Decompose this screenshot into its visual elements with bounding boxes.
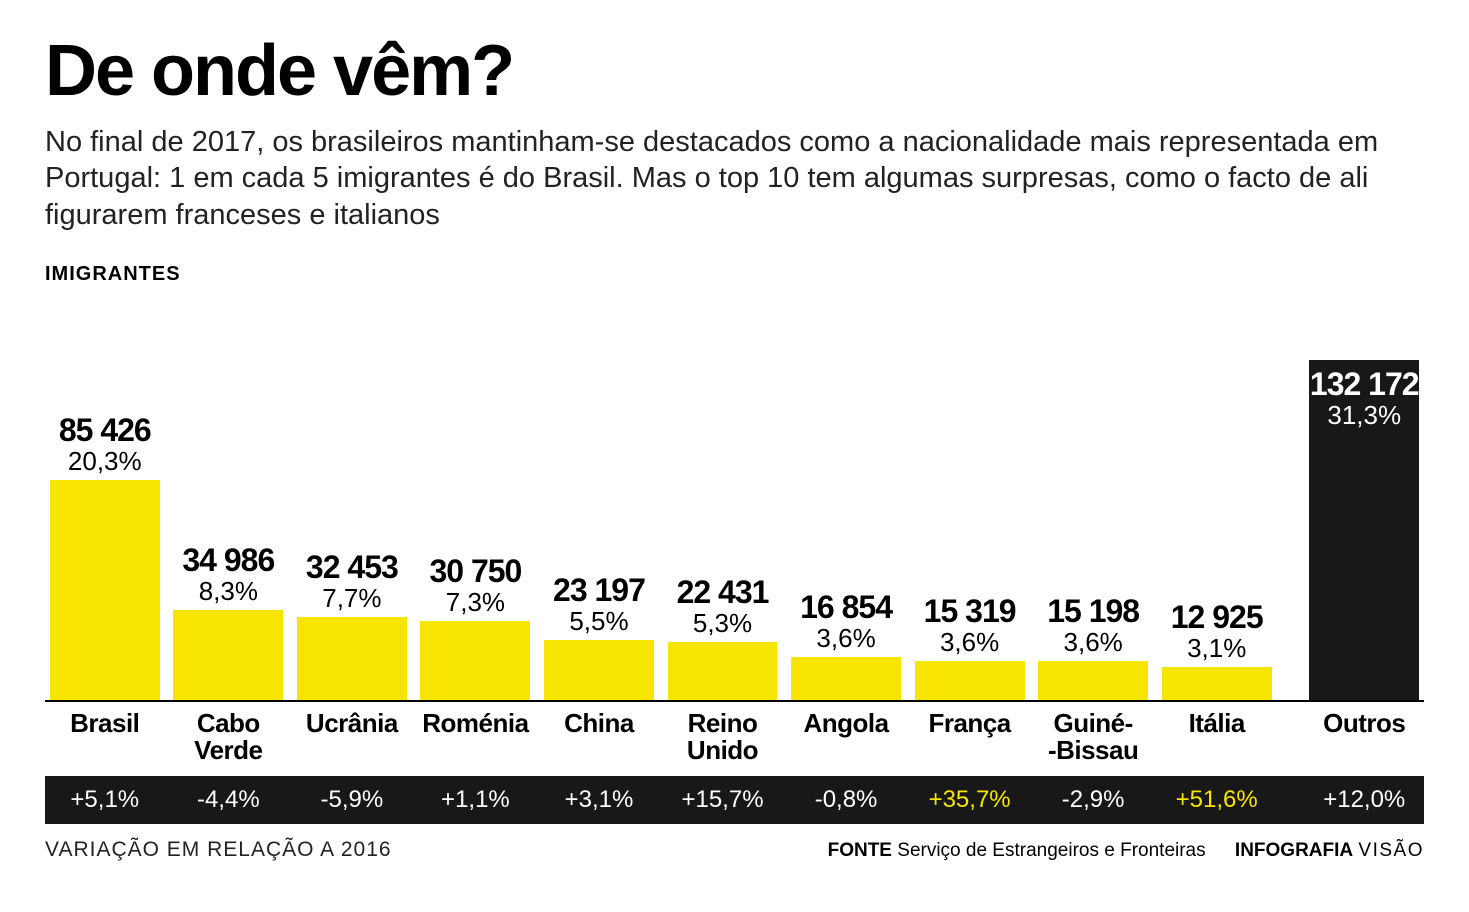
- bar-percent: 3,6%: [940, 629, 999, 655]
- bar-value: 132 172: [1310, 368, 1419, 400]
- variation-value: -2,9%: [1033, 786, 1153, 814]
- variation-value: +12,0%: [1304, 786, 1424, 814]
- category-label: CaboVerde: [169, 710, 289, 766]
- bar-value: 15 319: [924, 595, 1016, 627]
- bar-value: 15 198: [1047, 595, 1139, 627]
- bar-group: 16 8543,6%: [786, 591, 906, 700]
- bar-group: 34 9868,3%: [169, 544, 289, 700]
- bar-percent: 5,3%: [693, 610, 752, 636]
- chart-footer: VARIAÇÃO EM RELAÇÃO A 2016 FONTE Serviço…: [45, 838, 1424, 862]
- variation-value: +1,1%: [416, 786, 536, 814]
- bar-value: 12 925: [1171, 601, 1263, 633]
- category-label: Guiné--Bissau: [1033, 710, 1153, 766]
- bar-value: 16 854: [800, 591, 892, 623]
- category-label: Angola: [786, 710, 906, 766]
- bar: [1162, 667, 1272, 700]
- bar-value: 22 431: [677, 576, 769, 608]
- variation-value: +51,6%: [1157, 786, 1277, 814]
- bar-group: 30 7507,3%: [416, 555, 536, 700]
- variation-strip: +5,1%-4,4%-5,9%+1,1%+3,1%+15,7%-0,8%+35,…: [45, 776, 1424, 824]
- category-label: Outros: [1304, 710, 1424, 766]
- bar-percent: 3,6%: [1064, 629, 1123, 655]
- bar-percent: 7,7%: [322, 585, 381, 611]
- bar-group: 23 1975,5%: [539, 574, 659, 700]
- category-label: França: [910, 710, 1030, 766]
- series-label: IMIGRANTES: [45, 263, 1424, 286]
- bar-chart: 85 42620,3%34 9868,3%32 4537,7%30 7507,3…: [45, 292, 1424, 702]
- source-credit: FONTE Serviço de Estrangeiros e Fronteir…: [828, 840, 1424, 862]
- fonte-label: FONTE: [828, 840, 892, 861]
- bar-percent: 7,3%: [446, 589, 505, 615]
- variation-value: -4,4%: [169, 786, 289, 814]
- bar-percent: 3,6%: [816, 625, 875, 651]
- variation-value: +3,1%: [539, 786, 659, 814]
- bar: [1038, 661, 1148, 700]
- chart-title: De onde vêm?: [45, 30, 1424, 112]
- bar: [420, 621, 530, 700]
- chart-subtitle: No final de 2017, os brasileiros mantinh…: [45, 124, 1424, 233]
- bar-value: 23 197: [553, 574, 645, 606]
- bar-group: 15 3193,6%: [910, 595, 1030, 700]
- category-label: Brasil: [45, 710, 165, 766]
- infografia-brand: VISÃO: [1358, 840, 1424, 861]
- bar-group: 12 9253,1%: [1157, 601, 1277, 700]
- variation-value: +35,7%: [910, 786, 1030, 814]
- bar: [668, 642, 778, 700]
- bar-value: 85 426: [59, 414, 151, 446]
- bar-group: 32 4537,7%: [292, 551, 412, 700]
- bar-percent: 3,1%: [1187, 635, 1246, 661]
- variation-value: -5,9%: [292, 786, 412, 814]
- category-label: Ucrânia: [292, 710, 412, 766]
- variation-value: +15,7%: [663, 786, 783, 814]
- bar-group: 15 1983,6%: [1033, 595, 1153, 700]
- bar-group: 132 17231,3%: [1304, 360, 1424, 700]
- bar-percent: 8,3%: [199, 578, 258, 604]
- bar: [915, 661, 1025, 700]
- category-label: China: [539, 710, 659, 766]
- bar: [297, 617, 407, 700]
- bar-percent: 20,3%: [68, 448, 142, 474]
- variation-value: +5,1%: [45, 786, 165, 814]
- bar: [791, 657, 901, 700]
- category-labels-row: BrasilCaboVerdeUcrâniaRoméniaChinaReinoU…: [45, 710, 1424, 766]
- bar: [173, 610, 283, 700]
- category-label: Roménia: [416, 710, 536, 766]
- bar-value: 32 453: [306, 551, 398, 583]
- bar: [544, 640, 654, 700]
- bar: 132 17231,3%: [1309, 360, 1419, 700]
- category-label: ReinoUnido: [663, 710, 783, 766]
- bar-group: 85 42620,3%: [45, 414, 165, 700]
- bar-group: 22 4315,3%: [663, 576, 783, 700]
- bar-value: 34 986: [182, 544, 274, 576]
- variation-caption: VARIAÇÃO EM RELAÇÃO A 2016: [45, 838, 392, 862]
- infografia-label: INFOGRAFIA: [1235, 840, 1353, 861]
- bar-value: 30 750: [429, 555, 521, 587]
- variation-value: -0,8%: [786, 786, 906, 814]
- bar-percent: 5,5%: [569, 608, 628, 634]
- bar-percent: 31,3%: [1327, 402, 1401, 428]
- fonte-text: Serviço de Estrangeiros e Fronteiras: [897, 840, 1205, 861]
- category-label: Itália: [1157, 710, 1277, 766]
- bar: [50, 480, 160, 700]
